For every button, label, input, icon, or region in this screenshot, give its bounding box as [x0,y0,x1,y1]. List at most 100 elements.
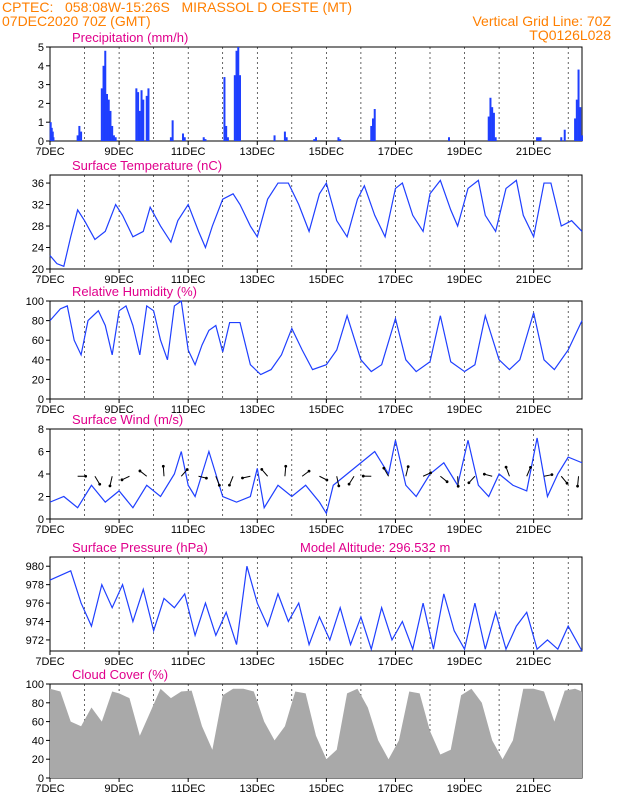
precip-title: Precipitation (mm/h) [72,30,188,45]
pres-xtick-label: 7DEC [35,656,64,668]
precip-bar [235,50,238,142]
precip-bar [283,131,286,141]
pres-ytick-label: 976 [26,598,44,610]
precip-bar [489,97,492,141]
precip-bar [339,139,342,141]
wind-title: Surface Wind (m/s) [72,412,183,427]
precip-bar [202,137,205,141]
wind-arrow-head [241,476,244,480]
wind-arrow [301,470,310,477]
cloud-ytick-label: 0 [38,773,44,785]
precip-xtick-label: 13DEC [240,146,276,158]
wind-ytick-label: 0 [38,514,44,526]
cloud-ytick-label: 100 [26,679,44,691]
precip-xtick-label: 11DEC [171,146,206,158]
rh-xtick-label: 9DEC [104,404,133,416]
wind-arrow-head [529,466,532,469]
precip-bar [100,88,103,141]
wind-ytick-label: 4 [38,469,44,481]
cloud-area [50,688,582,778]
header-line1: CPTEC: 058:08W-15:26S MIRASSOL D OESTE (… [2,0,353,15]
precip-ytick-label: 4 [38,61,44,73]
wind-series-line [49,437,583,515]
wind-arrow [468,475,476,484]
precip-bar [147,88,150,141]
rh-ytick-label: 40 [32,355,44,367]
precip-bar [448,137,450,141]
precip-xtick-label: 7DEC [35,146,64,158]
wind-arrow [405,466,409,477]
header-date: 07DEC2020 70Z (GMT) [2,13,151,29]
precip-bar [273,135,276,141]
wind-arrow [139,470,148,477]
rh-xtick-label: 7DEC [35,404,64,416]
wind-arrow [560,475,568,484]
temp-xtick-label: 21DEC [516,274,552,286]
pres-series-line [49,566,583,652]
temp-ytick-label: 24 [32,243,44,255]
precip-bar [539,137,542,141]
pres-xtick-label: 15DEC [309,656,345,668]
temp-xtick-label: 7DEC [35,274,64,286]
cloud-ytick-label: 60 [32,717,44,729]
wind-xtick-label: 13DEC [240,524,276,536]
wind-arrow-head [228,483,231,487]
temp-ytick-label: 36 [32,178,44,190]
precip-bar [537,137,540,141]
rh-ytick-label: 20 [32,374,44,386]
precip-bar [491,107,494,141]
precip-ytick-label: 5 [38,42,44,54]
cloud-ytick-label: 40 [32,735,44,747]
precip-bar [50,127,53,141]
precip-bar [182,133,184,141]
pres-xtick-label: 13DEC [240,656,276,668]
precip-bar [239,75,241,141]
wind-arrow-head [347,482,351,486]
temp-xtick-label: 19DEC [447,274,483,286]
precip-xtick-label: 17DEC [378,146,414,158]
rh-xtick-label: 13DEC [240,404,276,416]
wind-xtick-label: 15DEC [309,524,345,536]
precip-bar [285,137,288,141]
precip-bar [226,137,229,141]
cloud-xtick-label: 15DEC [309,783,345,795]
temp-ytick-label: 28 [32,221,44,233]
wind-arrow [109,476,113,486]
header-vertical-grid: Vertical Grid Line: 70Z [472,13,611,29]
precip-bar [135,88,138,141]
wind-arrow-head [550,473,554,477]
precip-bar [372,118,374,141]
pres-title: Surface Pressure (hPa) [72,540,208,555]
precip-bar [111,125,114,141]
wind-xtick-label: 21DEC [516,524,552,536]
precip-bar [171,120,174,141]
precip-bar [233,75,236,141]
pres-xtick-label: 9DEC [104,656,133,668]
precip-bar [581,135,583,141]
precip-bar [204,139,207,141]
precip-xtick-label: 21DEC [516,146,552,158]
wind-arrow-head [382,466,386,470]
precip-bar [313,139,316,141]
wind-ytick-label: 8 [38,424,44,436]
precip-bar [487,116,490,141]
precip-bar [51,131,54,141]
wind-arrow-head [161,464,165,468]
wind-arrow [261,469,269,477]
rh-xtick-label: 17DEC [378,404,414,416]
precip-bar [494,137,497,141]
pres-annotation: Model Altitude: 296.532 m [300,540,450,555]
precip-bar [563,129,566,141]
precip-bar [145,95,148,141]
wind-arrow-head [185,468,189,471]
wind-arrow-head [445,480,449,484]
precip-bar [536,137,539,141]
precip-bar [76,135,79,141]
wind-arrow [526,467,531,477]
wind-arrow [348,475,355,485]
wind-arrow [457,476,459,487]
precip-bar [370,125,373,141]
wind-arrow-head [456,484,460,488]
precip-xtick-label: 15DEC [309,146,345,158]
